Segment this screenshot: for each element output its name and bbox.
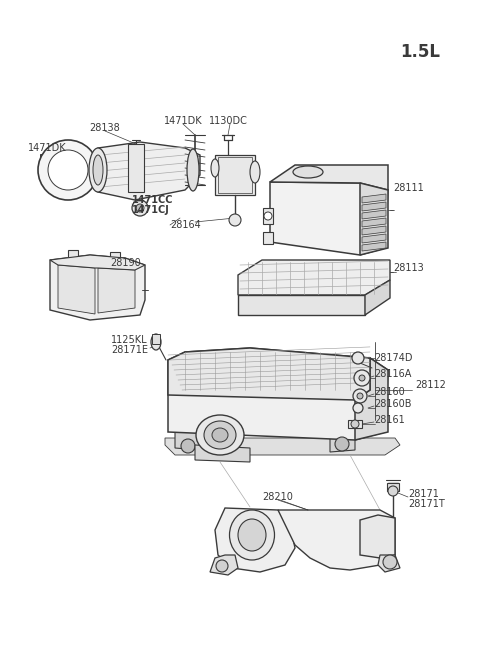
Polygon shape <box>362 210 386 219</box>
Ellipse shape <box>212 428 228 442</box>
Polygon shape <box>362 234 386 243</box>
Circle shape <box>351 420 359 428</box>
Polygon shape <box>168 348 370 400</box>
Circle shape <box>353 403 363 413</box>
Circle shape <box>354 370 370 386</box>
Polygon shape <box>195 445 250 462</box>
Circle shape <box>352 352 364 364</box>
Circle shape <box>216 560 228 572</box>
Ellipse shape <box>250 161 260 183</box>
Polygon shape <box>50 255 145 320</box>
Polygon shape <box>215 508 295 572</box>
Text: 28210: 28210 <box>263 492 293 502</box>
Text: 28112: 28112 <box>415 380 446 390</box>
Text: 28111: 28111 <box>393 183 424 193</box>
Text: 1.5L: 1.5L <box>400 43 440 61</box>
Text: 28113: 28113 <box>393 263 424 273</box>
Text: 1471CC: 1471CC <box>132 195 173 205</box>
Ellipse shape <box>93 155 103 185</box>
Text: 1471DK: 1471DK <box>164 116 202 126</box>
Polygon shape <box>362 218 386 227</box>
Text: 28138: 28138 <box>90 123 120 133</box>
Polygon shape <box>98 268 135 313</box>
Polygon shape <box>98 142 200 200</box>
Text: 1471CJ: 1471CJ <box>132 205 170 215</box>
Text: 28160: 28160 <box>374 387 405 397</box>
Polygon shape <box>270 182 388 255</box>
Ellipse shape <box>151 334 161 350</box>
Polygon shape <box>168 348 388 440</box>
Polygon shape <box>365 280 390 315</box>
Polygon shape <box>362 242 386 251</box>
Ellipse shape <box>229 214 241 226</box>
Bar <box>128 144 144 192</box>
Bar <box>40 154 50 161</box>
Polygon shape <box>238 260 390 295</box>
Polygon shape <box>165 438 400 455</box>
Circle shape <box>335 437 349 451</box>
Bar <box>348 420 362 428</box>
Circle shape <box>383 555 397 569</box>
Circle shape <box>38 140 98 200</box>
Circle shape <box>181 439 195 453</box>
Polygon shape <box>360 183 388 255</box>
Bar <box>387 483 399 491</box>
Text: 1471DK: 1471DK <box>28 143 67 153</box>
Text: 28171: 28171 <box>408 489 439 499</box>
Circle shape <box>357 393 363 399</box>
Bar <box>152 334 160 344</box>
Polygon shape <box>362 194 386 203</box>
Circle shape <box>359 375 365 381</box>
Text: 28164: 28164 <box>170 220 201 230</box>
Ellipse shape <box>293 166 323 178</box>
Polygon shape <box>355 358 388 440</box>
Polygon shape <box>210 555 238 575</box>
Bar <box>263 208 273 224</box>
Polygon shape <box>330 433 355 452</box>
Circle shape <box>132 200 148 216</box>
Text: 28174D: 28174D <box>374 353 412 363</box>
Ellipse shape <box>229 510 275 560</box>
Circle shape <box>48 150 88 190</box>
Circle shape <box>264 212 272 220</box>
Polygon shape <box>362 202 386 211</box>
Text: 28160B: 28160B <box>374 399 411 409</box>
Polygon shape <box>58 265 95 314</box>
Polygon shape <box>175 430 200 450</box>
Text: 1125KL: 1125KL <box>111 335 148 345</box>
Polygon shape <box>278 510 395 570</box>
Text: 28171T: 28171T <box>408 499 445 509</box>
Text: 28116A: 28116A <box>374 369 411 379</box>
Polygon shape <box>362 226 386 235</box>
Text: 28171E: 28171E <box>111 345 148 355</box>
Text: 28161: 28161 <box>374 415 405 425</box>
Text: 1130DC: 1130DC <box>209 116 247 126</box>
Ellipse shape <box>238 519 266 551</box>
Ellipse shape <box>89 148 107 192</box>
Bar <box>110 252 120 262</box>
Bar <box>68 250 78 262</box>
Circle shape <box>136 204 144 212</box>
Bar <box>54 158 59 182</box>
Polygon shape <box>215 155 255 195</box>
Ellipse shape <box>204 421 236 449</box>
Polygon shape <box>218 157 252 193</box>
Polygon shape <box>360 515 395 558</box>
Polygon shape <box>238 295 365 315</box>
Polygon shape <box>270 165 388 190</box>
Text: 28190: 28190 <box>110 258 141 268</box>
Ellipse shape <box>196 415 244 455</box>
Circle shape <box>388 486 398 496</box>
Polygon shape <box>50 255 145 270</box>
Circle shape <box>353 389 367 403</box>
Polygon shape <box>378 555 400 572</box>
Ellipse shape <box>187 149 199 191</box>
Ellipse shape <box>211 159 219 177</box>
Bar <box>263 232 273 244</box>
